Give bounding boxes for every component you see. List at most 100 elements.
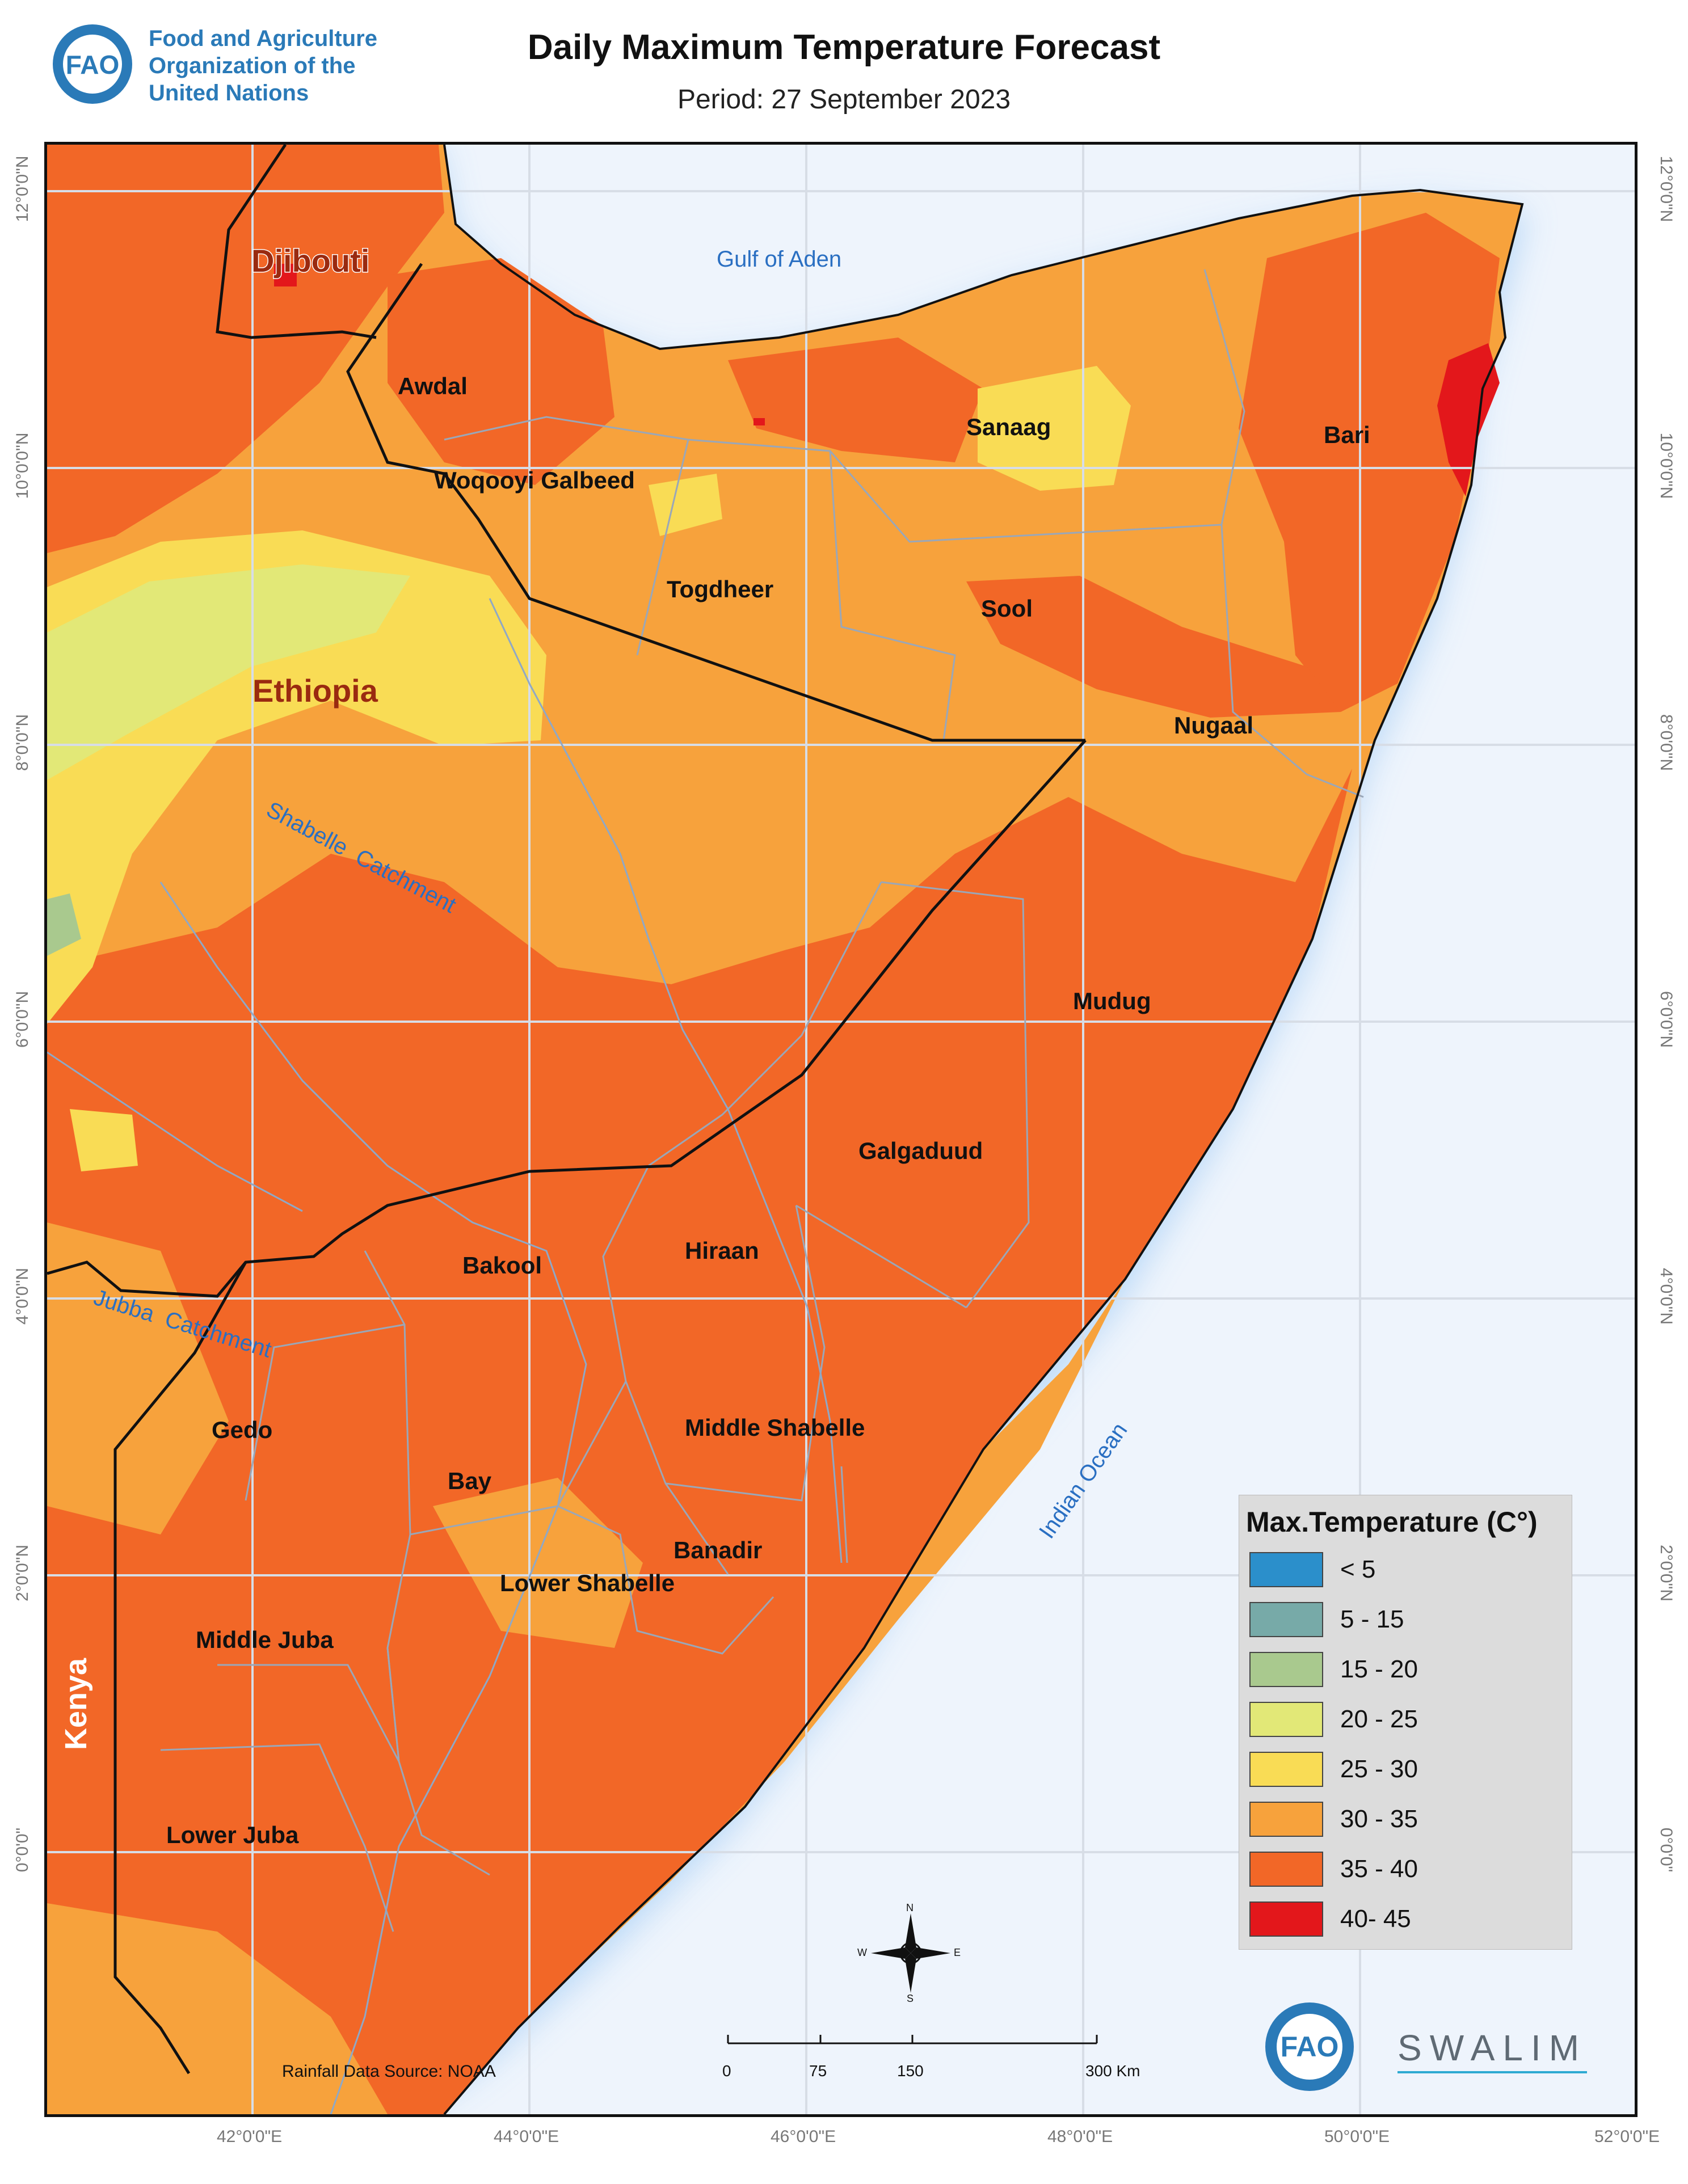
lat-label-right-2: 2°0'0"N: [1657, 1544, 1676, 1602]
scale-label-300: 300 Km: [1085, 2062, 1140, 2080]
rivers: [47, 598, 843, 2114]
legend: Max.Temperature (C°) < 5 5 - 15 15 - 20 …: [1239, 1495, 1572, 1950]
legend-label: < 5: [1340, 1555, 1376, 1583]
zone-hot-awdal: [388, 258, 614, 485]
lat-label-right-4: 4°0'0"N: [1657, 1267, 1676, 1325]
lat-label-left-8: 8°0'0"N: [13, 714, 32, 771]
zone-hottest-djibouti: [274, 264, 297, 286]
legend-swatch: [1249, 1752, 1323, 1787]
legend-swatch: [1249, 1552, 1323, 1587]
zone-hottest-bari: [1437, 343, 1500, 496]
compass-rose: [871, 1913, 950, 1993]
lon-label-50: 50°0'0"E: [1324, 2127, 1390, 2146]
legend-label: 30 - 35: [1340, 1805, 1418, 1833]
country-label-ethiopia: Ethiopia: [252, 673, 378, 709]
region-label-hiraan: Hiraan: [685, 1237, 759, 1264]
compass-w: W: [857, 1947, 867, 1958]
zone-hottest-spot: [754, 418, 765, 425]
region-label-middle-juba: Middle Juba: [196, 1626, 334, 1653]
legend-label: 35 - 40: [1340, 1855, 1418, 1883]
svg-text:FAO: FAO: [66, 50, 120, 79]
region-label-gedo: Gedo: [212, 1416, 273, 1443]
zone-cold-west: [47, 893, 81, 956]
legend-label: 25 - 30: [1340, 1755, 1418, 1783]
lon-label-48: 48°0'0"E: [1047, 2127, 1113, 2146]
region-label-woqooyi-galbeed: Woqooyi Galbeed: [434, 467, 635, 494]
lat-label-right-10: 10°0'0"N: [1657, 432, 1676, 499]
scale-bar: [727, 2035, 1098, 2044]
country-label-djibouti: Djibouti: [250, 242, 370, 280]
region-label-awdal: Awdal: [398, 373, 468, 399]
legend-swatch: [1249, 1802, 1323, 1837]
lat-label-left-0: 0°0'0": [13, 1827, 32, 1873]
region-label-sanaag: Sanaag: [966, 414, 1051, 440]
scale-label-150: 150: [897, 2062, 924, 2080]
region-label-togdheer: Togdheer: [667, 576, 774, 602]
fao-logo: FAO: [50, 22, 135, 107]
org-name-line2: Organization of the: [149, 53, 356, 78]
legend-label: 20 - 25: [1340, 1705, 1418, 1733]
lat-label-right-8: 8°0'0"N: [1657, 714, 1676, 771]
data-source-note: Rainfall Data Source: NOAA: [282, 2062, 496, 2081]
region-label-sool: Sool: [981, 595, 1033, 622]
zone-warm-south-1: [47, 1222, 229, 1534]
coastline: [443, 145, 1524, 2114]
legend-swatch: [1249, 1652, 1323, 1687]
fao-logo-bottom: FAO: [1261, 1999, 1358, 2095]
lon-label-44: 44°0'0"E: [494, 2127, 559, 2146]
swalim-logo: SWALIM: [1397, 2027, 1588, 2073]
legend-label: 15 - 20: [1340, 1655, 1418, 1683]
lat-label-right-0: 0°0'0": [1657, 1827, 1676, 1873]
region-label-bakool: Bakool: [462, 1252, 542, 1279]
region-label-bari: Bari: [1324, 421, 1370, 448]
zone-hot-north: [728, 338, 983, 462]
international-borders: [47, 145, 1087, 2075]
zone-hot-sool: [966, 576, 1341, 718]
water-label-gulf-of-aden: Gulf of Aden: [717, 247, 842, 272]
region-label-lower-juba: Lower Juba: [166, 1822, 299, 1848]
lat-label-left-2: 2°0'0"N: [13, 1544, 32, 1602]
zone-mild-west-2: [70, 1109, 138, 1171]
zone-cool-west: [47, 564, 410, 780]
country-label-kenya: Kenya: [59, 1658, 93, 1750]
region-label-bay: Bay: [448, 1468, 492, 1494]
region-boundaries: [160, 269, 1364, 1932]
region-label-mudug: Mudug: [1073, 988, 1151, 1014]
lat-label-right-12: 12°0'0"N: [1657, 155, 1676, 222]
org-name-line3: United Nations: [149, 81, 309, 106]
lat-label-right-6: 6°0'0"N: [1657, 990, 1676, 1048]
lon-label-46: 46°0'0"E: [771, 2127, 836, 2146]
zone-hot-bari: [1239, 213, 1500, 712]
region-label-lower-shabelle: Lower Shabelle: [500, 1570, 675, 1596]
legend-swatch: [1249, 1702, 1323, 1737]
region-label-galgaduud: Galgaduud: [858, 1137, 983, 1164]
map-title: Daily Maximum Temperature Forecast: [527, 28, 1161, 67]
svg-text:FAO: FAO: [1281, 2031, 1339, 2063]
lat-label-left-6: 6°0'0"N: [13, 990, 32, 1048]
lat-label-left-12: 12°0'0"N: [13, 155, 32, 222]
compass-n: N: [906, 1902, 914, 1913]
legend-swatch: [1249, 1901, 1323, 1937]
lat-label-left-10: 10°0'0"N: [13, 432, 32, 499]
region-label-middle-shabelle: Middle Shabelle: [685, 1414, 865, 1441]
map-period: Period: 27 September 2023: [677, 85, 1011, 115]
map-canvas[interactable]: Djibouti Ethiopia Kenya Gulf of Aden Ind…: [44, 142, 1638, 2117]
lat-label-left-4: 4°0'0"N: [13, 1267, 32, 1325]
legend-label: 5 - 15: [1340, 1605, 1404, 1633]
compass-s: S: [907, 1993, 914, 2004]
legend-swatch: [1249, 1852, 1323, 1887]
lon-label-42: 42°0'0"E: [217, 2127, 283, 2146]
legend-title: Max.Temperature (C°): [1246, 1506, 1538, 1538]
region-label-nugaal: Nugaal: [1174, 712, 1254, 739]
legend-label: 40- 45: [1340, 1905, 1411, 1933]
scale-label-0: 0: [722, 2062, 731, 2080]
lon-label-52: 52°0'0"E: [1594, 2127, 1660, 2146]
region-label-banadir: Banadir: [673, 1537, 763, 1563]
zone-hot-nw: [47, 145, 444, 553]
org-name-line1: Food and Agriculture: [149, 26, 377, 51]
legend-swatch: [1249, 1602, 1323, 1637]
zone-mild-togdheer: [649, 474, 722, 536]
scale-label-75: 75: [809, 2062, 827, 2080]
zone-warm-sw: [47, 1903, 388, 2114]
zone-mild-sanaag: [978, 366, 1131, 491]
